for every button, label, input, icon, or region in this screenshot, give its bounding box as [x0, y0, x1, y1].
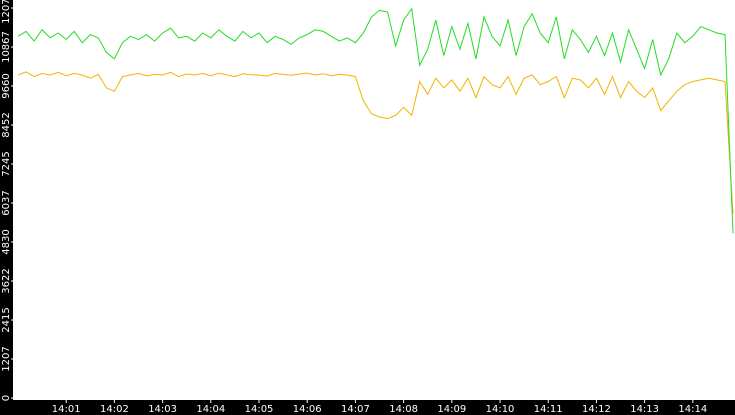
x-tick-label: 14:14: [678, 404, 707, 415]
y-tick-label: 1207: [1, 346, 12, 371]
x-axis-strip: [0, 400, 735, 415]
y-tick-label: 2415: [1, 307, 12, 332]
y-tick-label: 3622: [1, 268, 12, 293]
x-tick-label: 14:09: [437, 404, 466, 415]
x-tick-label: 14:02: [100, 404, 129, 415]
x-tick-label: 14:08: [389, 404, 418, 415]
x-tick-label: 14:13: [630, 404, 659, 415]
x-tick-label: 14:06: [293, 404, 322, 415]
x-tick-label: 14:07: [341, 404, 370, 415]
y-axis-strip: [0, 0, 13, 415]
x-tick-label: 14:03: [148, 404, 177, 415]
y-tick-label: 4830: [1, 229, 12, 254]
y-tick-label: 6037: [1, 190, 12, 215]
y-tick-label: 7245: [1, 151, 12, 176]
x-tick-label: 14:05: [245, 404, 274, 415]
series-line: [17, 71, 734, 214]
x-tick-label: 14:04: [196, 404, 225, 415]
x-tick-label: 14:11: [534, 404, 563, 415]
x-tick-label: 14:01: [52, 404, 81, 415]
x-tick-label: 14:10: [486, 404, 515, 415]
y-tick-label: 0: [1, 395, 12, 401]
y-tick-label: 9660: [1, 73, 12, 98]
series-line: [17, 7, 734, 234]
y-tick-label: 8452: [1, 112, 12, 137]
y-tick-label: 12075: [1, 0, 12, 24]
y-tick-label: 10867: [1, 31, 12, 63]
x-tick-label: 14:12: [582, 404, 611, 415]
